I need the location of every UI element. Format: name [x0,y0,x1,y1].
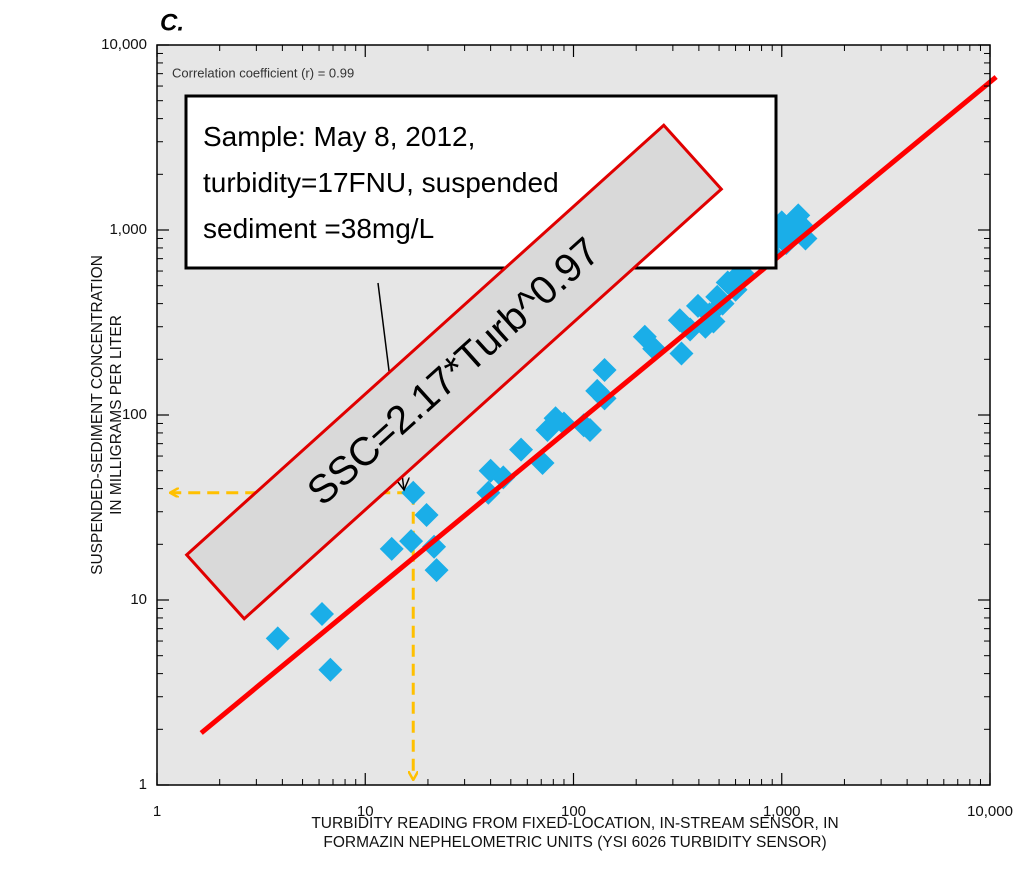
x-axis-label: FORMAZIN NEPHELOMETRIC UNITS (YSI 6026 T… [323,834,826,851]
x-axis-label: TURBIDITY READING FROM FIXED-LOCATION, I… [311,815,838,832]
y-tick-label: 10,000 [101,36,147,53]
callout-text: Sample: May 8, 2012, [203,121,475,152]
x-tick-label: 1 [153,803,161,820]
scatter-point [422,534,447,559]
y-axis-label: IN MILLIGRAMS PER LITER [108,315,125,515]
scatter-point [509,437,534,462]
x-tick-label: 100 [561,803,586,820]
callout-text: sediment =38mg/L [203,213,434,244]
equation-frame [184,123,724,621]
x-tick-label: 10 [357,803,374,820]
annotation: Correlation coefficient (r) = 0.99 [172,65,354,80]
y-tick-label: 100 [122,406,147,423]
scatter-point [399,529,424,554]
x-tick-label: 1,000 [763,803,801,820]
chart-title: C. [160,9,184,36]
y-tick-label: 1,000 [109,221,147,238]
scatter-point [669,341,694,366]
y-tick-label: 1 [139,776,147,793]
scatter-point [786,203,811,228]
scatter-point [414,503,439,528]
y-axis-label: SUSPENDED-SEDIMENT CONCENTRATION [89,255,106,575]
x-tick-label: 10,000 [967,803,1013,820]
scatter-point [310,602,335,627]
scatter-point [318,657,343,682]
scatter-point [491,465,516,490]
y-tick-label: 10 [130,591,147,608]
scatter-point [265,626,290,651]
callout-text: turbidity=17FNU, suspended [203,167,559,198]
scatter-point [424,558,449,583]
scatter-point [592,358,617,383]
fit-line [199,75,998,735]
scatter-point [379,536,404,561]
